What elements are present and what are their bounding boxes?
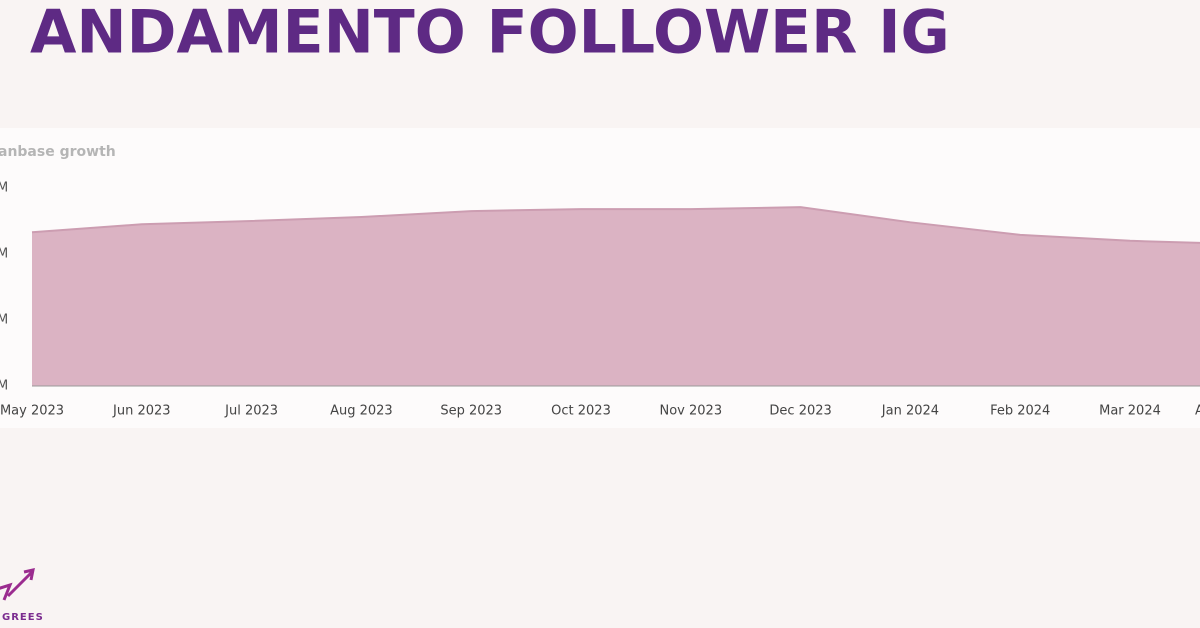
y-tick-label: M bbox=[0, 379, 8, 394]
y-tick-label: M bbox=[0, 313, 8, 328]
x-tick-label: Mar 2024 bbox=[1099, 404, 1161, 419]
slide-title: ANDAMENTO FOLLOWER IG bbox=[30, 0, 950, 68]
x-tick-label: Nov 2023 bbox=[660, 404, 723, 419]
logo-text: GREES bbox=[2, 612, 44, 623]
logo-arrow bbox=[0, 568, 35, 601]
x-tick-label: Dec 2023 bbox=[769, 404, 831, 419]
x-tick-label: Jul 2023 bbox=[224, 404, 278, 419]
y-tick-label: M bbox=[0, 247, 8, 262]
x-tick-label: Jan 2024 bbox=[881, 404, 939, 419]
y-tick-label: M bbox=[0, 181, 8, 196]
x-tick-label: Jun 2023 bbox=[112, 404, 171, 419]
area-line bbox=[31, 206, 1200, 244]
chart-title: anbase growth bbox=[0, 144, 116, 160]
x-tick-label: Feb 2024 bbox=[990, 404, 1050, 419]
x-tick-label: A bbox=[1195, 404, 1200, 419]
plot: M M M M May 2023 Jun 2023 Jul 2023 Aug 2023 Sep … bbox=[0, 181, 1200, 419]
x-tick-label: Oct 2023 bbox=[551, 404, 611, 419]
x-tick-label: Sep 2023 bbox=[440, 404, 502, 419]
x-tick-label: Aug 2023 bbox=[330, 404, 393, 419]
x-tick-label: May 2023 bbox=[0, 404, 64, 419]
area bbox=[32, 207, 1200, 386]
